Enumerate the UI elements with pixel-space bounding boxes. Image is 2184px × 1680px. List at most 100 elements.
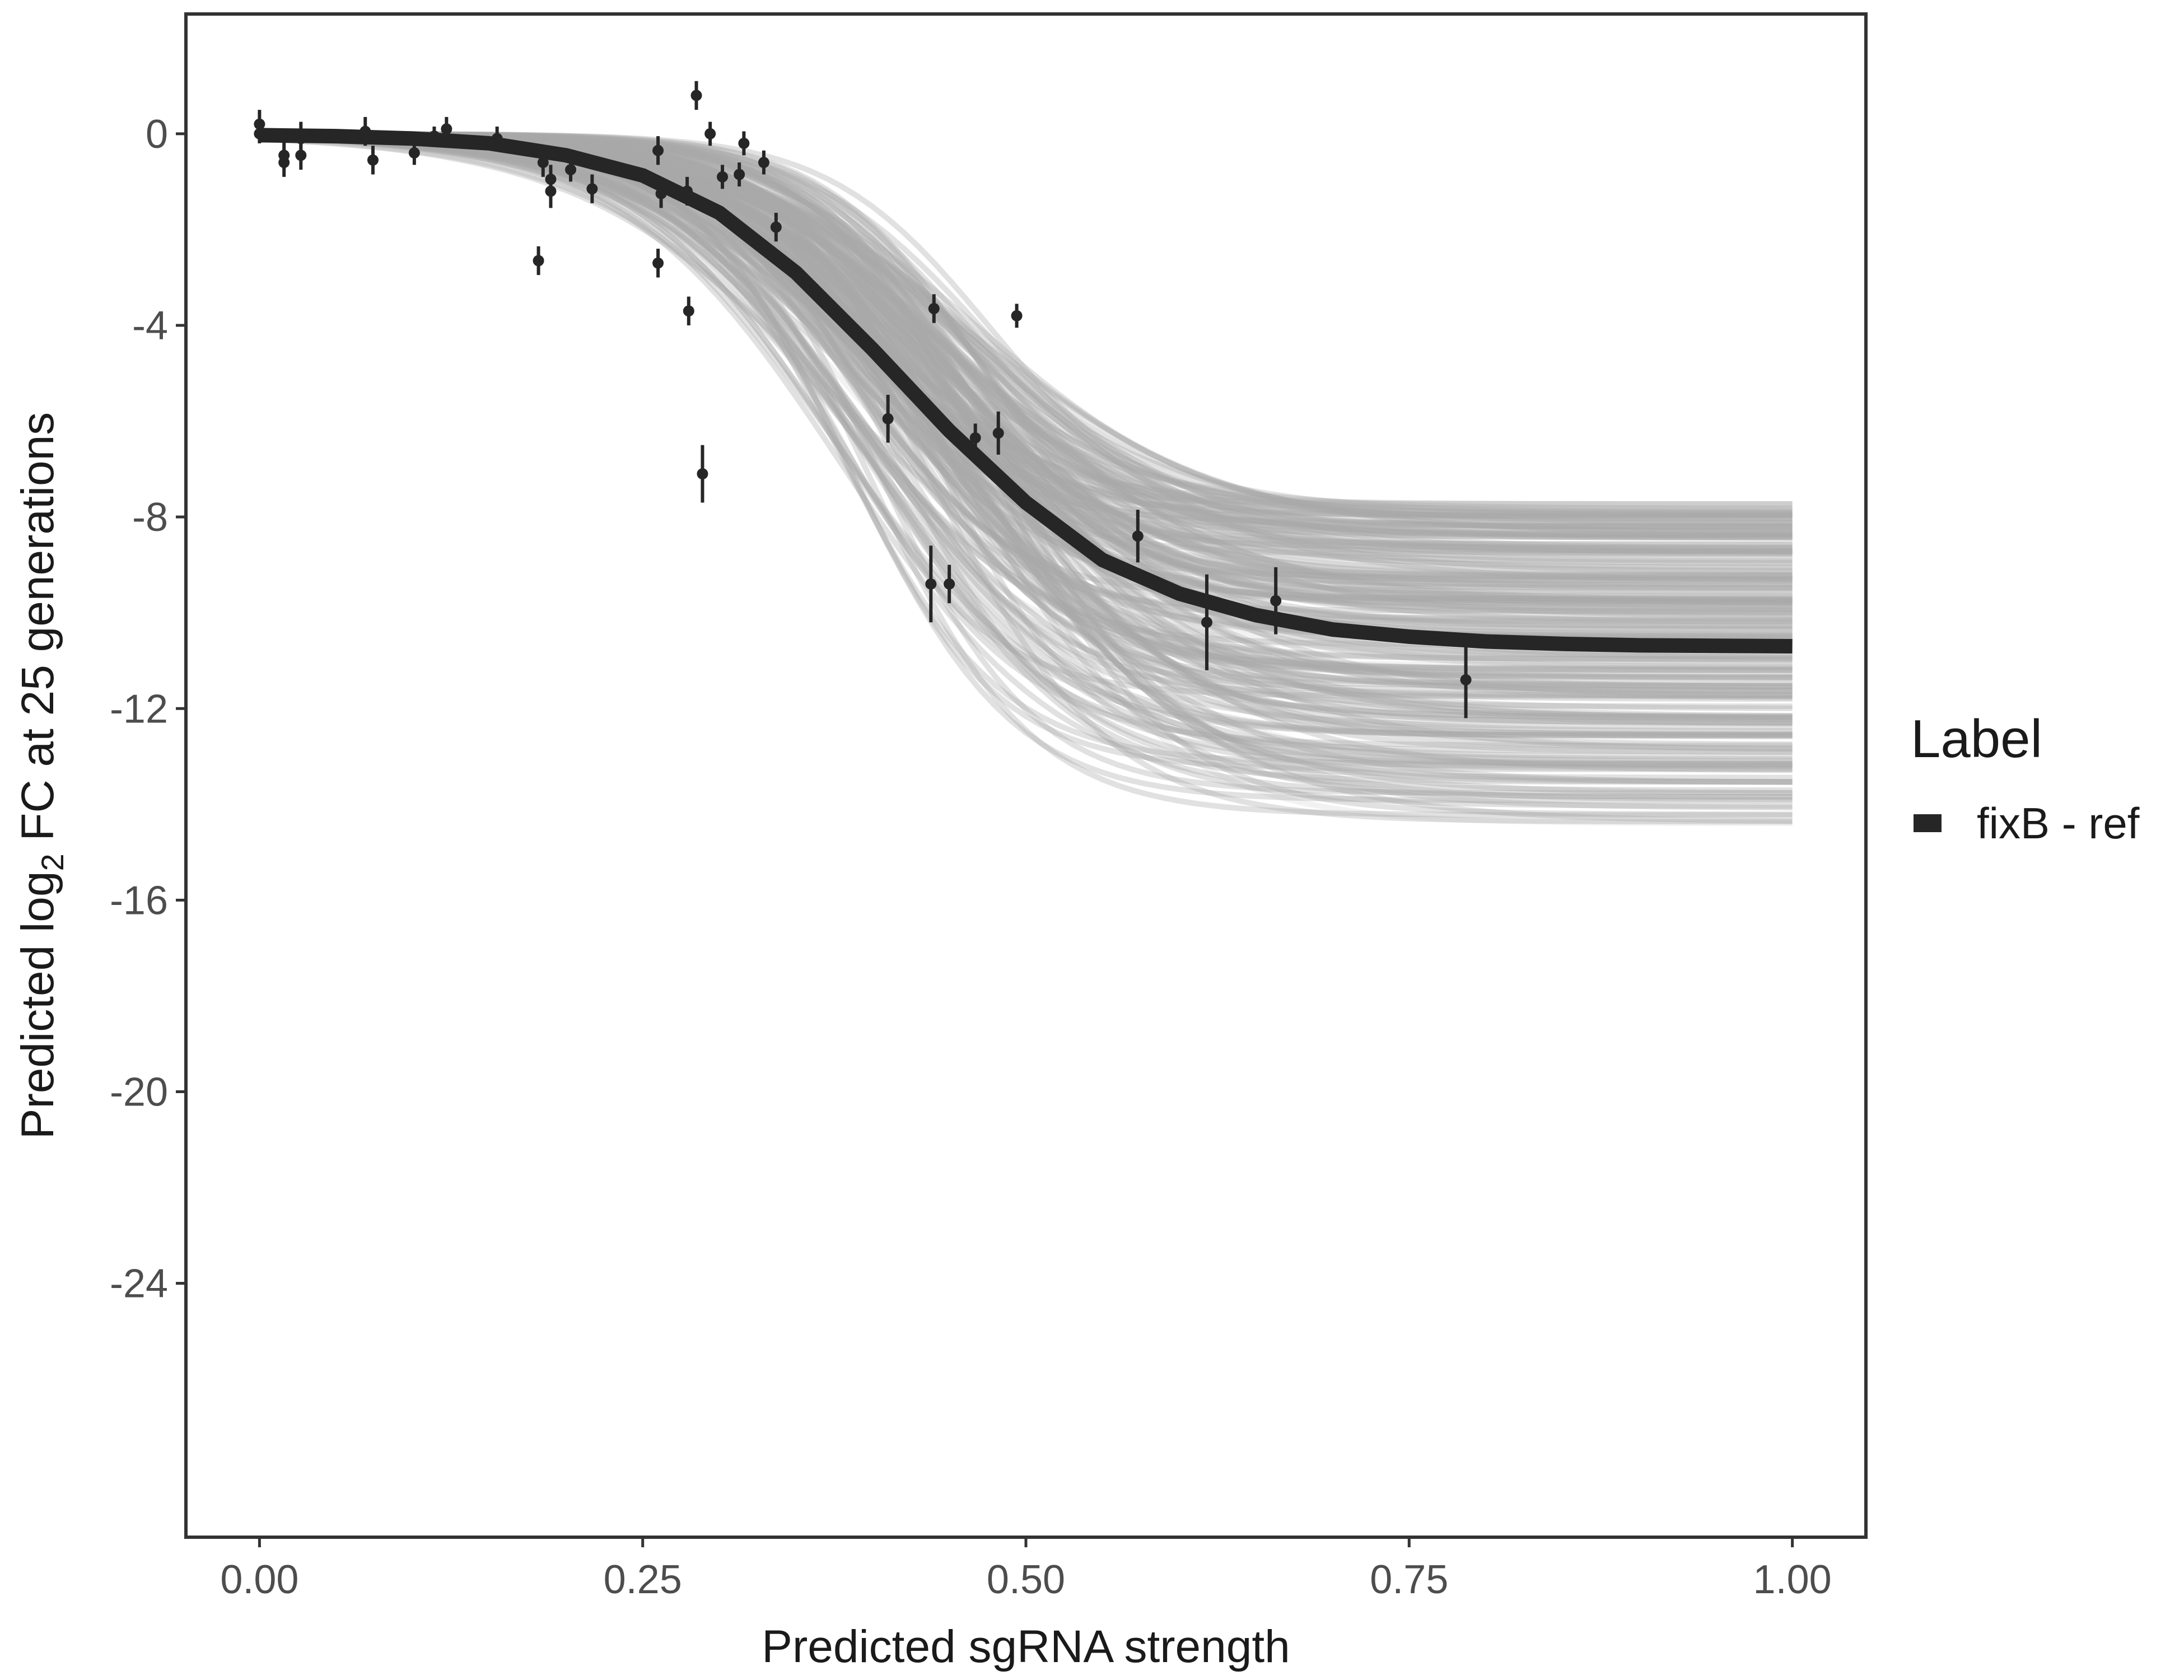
posterior-draw-line — [259, 133, 1793, 680]
posterior-draw-line — [259, 131, 1793, 601]
data-point — [969, 432, 981, 444]
posterior-draw-line — [259, 131, 1793, 518]
posterior-draw-line — [259, 131, 1793, 802]
posterior-draw-line — [259, 135, 1793, 663]
posterior-draw-line — [259, 131, 1793, 563]
y-tick-label: -16 — [110, 878, 168, 923]
data-point — [565, 164, 577, 175]
posterior-draw-line — [259, 131, 1793, 737]
data-point — [652, 144, 664, 156]
posterior-draw-line — [259, 131, 1793, 520]
x-tick-label: 0.50 — [987, 1557, 1065, 1602]
posterior-draw-line — [259, 131, 1793, 785]
posterior-draw-line — [259, 131, 1793, 535]
posterior-draw-line — [259, 131, 1793, 521]
posterior-draw-line — [259, 131, 1793, 619]
x-axis: 0.00 0.25 0.50 0.75 1.00 — [220, 1537, 1832, 1602]
posterior-draw-line — [259, 131, 1793, 818]
data-point — [278, 157, 290, 169]
x-tick-label: 1.00 — [1753, 1557, 1832, 1602]
data-point — [992, 427, 1004, 439]
y-tick-label: -12 — [110, 687, 168, 731]
data-point — [360, 125, 371, 137]
posterior-draw-line — [259, 134, 1793, 680]
x-axis-title: Predicted sgRNA strength — [762, 1621, 1290, 1672]
posterior-draw-line — [259, 133, 1793, 767]
data-point — [683, 305, 694, 317]
y-tick-label: -8 — [132, 495, 168, 540]
posterior-draw-line — [259, 131, 1793, 538]
x-tick-label: 0.00 — [220, 1557, 298, 1602]
legend-key-fixb-ref — [1914, 814, 1942, 832]
y-tick-label: -4 — [132, 304, 168, 348]
data-point — [682, 185, 693, 197]
posterior-draw-line — [259, 131, 1793, 519]
posterior-draw-line — [259, 136, 1793, 785]
data-point — [652, 257, 664, 269]
data-point — [882, 413, 894, 424]
posterior-draw-line — [259, 131, 1793, 571]
data-point — [1201, 617, 1212, 628]
posterior-draw-line — [259, 131, 1793, 583]
posterior-draw-line — [259, 131, 1793, 517]
posterior-draw-line — [259, 130, 1793, 603]
posterior-draw-line — [259, 131, 1793, 772]
data-point — [1460, 674, 1472, 685]
data-point — [408, 147, 420, 159]
posterior-draw-line — [259, 131, 1793, 689]
y-axis: 0 -4 -8 -12 -16 -20 -24 — [110, 112, 186, 1306]
posterior-draw-line — [259, 130, 1793, 589]
posterior-draw-line — [259, 131, 1793, 607]
posterior-draw-line — [259, 130, 1793, 583]
posterior-draw-line — [259, 131, 1793, 800]
data-point — [944, 578, 955, 590]
posterior-draw-line — [259, 135, 1793, 615]
posterior-draw-line — [259, 135, 1793, 722]
data-point — [367, 154, 379, 166]
posterior-draw-line — [259, 134, 1793, 800]
posterior-draw-line — [259, 130, 1793, 519]
posterior-draw-line — [259, 134, 1793, 537]
posterior-draw-line — [259, 131, 1793, 673]
posterior-draw-line — [259, 131, 1793, 639]
posterior-draw-line — [259, 134, 1793, 740]
posterior-draw-line — [259, 131, 1793, 605]
data-point — [738, 137, 750, 149]
posterior-draw-line — [259, 131, 1793, 530]
data-point — [697, 468, 708, 480]
legend-label-fixb-ref: fixB - ref — [1977, 799, 2140, 848]
posterior-draw-line — [259, 131, 1793, 827]
posterior-draw-line — [259, 131, 1793, 591]
posterior-draw-line — [259, 133, 1793, 730]
legend: Label fixB - ref — [1911, 709, 2140, 848]
posterior-draw-line — [259, 134, 1793, 762]
posterior-draw-line — [259, 131, 1793, 578]
posterior-draw-line — [259, 131, 1793, 530]
data-point — [758, 157, 769, 169]
posterior-draw-line — [259, 133, 1793, 768]
y-axis-title: Predicted log2 FC at 25 generations — [12, 412, 70, 1139]
posterior-draw-line — [259, 131, 1793, 512]
posterior-draw-line — [259, 131, 1793, 623]
data-points — [254, 81, 1472, 718]
posterior-draws — [259, 130, 1793, 827]
data-point — [770, 221, 782, 233]
posterior-draw-line — [259, 131, 1793, 612]
data-point — [441, 123, 452, 135]
data-point — [254, 128, 265, 139]
legend-title: Label — [1911, 709, 2042, 769]
posterior-draw-line — [259, 134, 1793, 735]
posterior-draw-line — [259, 133, 1793, 754]
posterior-draw-line — [259, 134, 1793, 516]
data-point — [925, 578, 937, 590]
posterior-draw-line — [259, 133, 1793, 794]
data-point — [586, 183, 598, 195]
posterior-draw-line — [259, 133, 1793, 658]
y-tick-label: -24 — [110, 1262, 168, 1306]
posterior-draw-line — [259, 131, 1793, 584]
data-point — [428, 130, 440, 142]
posterior-draw-line — [259, 133, 1793, 694]
data-point — [295, 150, 307, 161]
posterior-draw-line — [259, 131, 1793, 579]
posterior-draw-line — [259, 131, 1793, 513]
